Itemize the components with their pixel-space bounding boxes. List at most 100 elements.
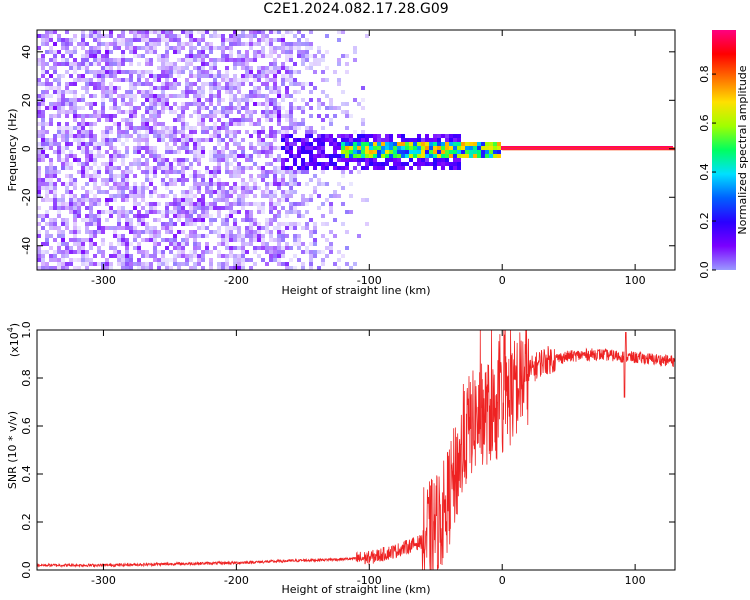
heatmap-cell <box>277 178 281 182</box>
heatmap-cell <box>93 218 97 222</box>
heatmap-cell <box>157 134 161 138</box>
heatmap-cell <box>49 142 53 146</box>
heatmap-cell <box>93 174 97 178</box>
heatmap-cell <box>257 150 261 154</box>
heatmap-cell <box>41 186 45 190</box>
heatmap-cell <box>161 122 165 126</box>
heatmap-cell <box>333 162 337 166</box>
heatmap-cell <box>201 70 205 74</box>
heatmap-cell <box>345 158 349 162</box>
heatmap-cell <box>41 262 45 266</box>
heatmap-cell <box>133 198 137 202</box>
heatmap-cell <box>361 118 365 122</box>
heatmap-cell <box>165 34 169 38</box>
heatmap-cell <box>265 182 269 186</box>
heatmap-cell <box>61 242 65 246</box>
heatmap-cell <box>213 190 217 194</box>
heatmap-cell <box>149 262 153 266</box>
heatmap-cell <box>229 238 233 242</box>
heatmap-cell <box>197 254 201 258</box>
heatmap-cell <box>137 78 141 82</box>
heatmap-cell <box>81 46 85 50</box>
heatmap-cell <box>321 118 325 122</box>
heatmap-cell <box>193 210 197 214</box>
heatmap-cell <box>249 174 253 178</box>
heatmap-cell <box>121 102 125 106</box>
heatmap-cell <box>421 138 425 142</box>
heatmap-cell <box>293 266 297 270</box>
heatmap-cell <box>321 142 325 146</box>
heatmap-cell <box>233 246 237 250</box>
heatmap-cell <box>97 170 101 174</box>
heatmap-cell <box>153 154 157 158</box>
heatmap-cell <box>317 182 321 186</box>
heatmap-cell <box>69 102 73 106</box>
heatmap-cell <box>205 70 209 74</box>
heatmap-cell <box>113 86 117 90</box>
heatmap-cell <box>181 58 185 62</box>
heatmap-cell <box>125 146 129 150</box>
heatmap-cell <box>85 266 89 270</box>
heatmap-cell <box>109 82 113 86</box>
heatmap-cell <box>245 50 249 54</box>
heatmap-cell <box>281 50 285 54</box>
heatmap-cell <box>249 178 253 182</box>
heatmap-cell <box>225 142 229 146</box>
heatmap-cell <box>209 34 213 38</box>
heatmap-cell <box>161 158 165 162</box>
heatmap-cell <box>101 130 105 134</box>
heatmap-cell <box>201 258 205 262</box>
heatmap-cell <box>189 166 193 170</box>
heatmap-cell <box>113 234 117 238</box>
heatmap-cell <box>189 198 193 202</box>
heatmap-cell <box>37 122 41 126</box>
heatmap-cell <box>109 242 113 246</box>
heatmap-cell <box>45 238 49 242</box>
heatmap-cell <box>197 162 201 166</box>
heatmap-cell <box>201 66 205 70</box>
heatmap-cell <box>257 174 261 178</box>
heatmap-cell <box>189 210 193 214</box>
heatmap-cell <box>109 58 113 62</box>
heatmap-cell <box>141 154 145 158</box>
heatmap-cell <box>245 62 249 66</box>
heatmap-cell <box>153 110 157 114</box>
heatmap-cell <box>445 146 449 150</box>
heatmap-cell <box>297 182 301 186</box>
heatmap-cell <box>217 226 221 230</box>
heatmap-cell <box>289 210 293 214</box>
snr-frame <box>36 329 676 571</box>
heatmap-cell <box>329 106 333 110</box>
heatmap-cell <box>209 74 213 78</box>
heatmap-cell <box>337 38 341 42</box>
heatmap-cell <box>85 170 89 174</box>
heatmap-cell <box>305 150 309 154</box>
heatmap-cell <box>153 106 157 110</box>
heatmap-cell <box>477 154 481 158</box>
heatmap-cell <box>105 138 109 142</box>
heatmap-cell <box>261 242 265 246</box>
heatmap-cell <box>85 154 89 158</box>
heatmap-cell <box>297 242 301 246</box>
heatmap-cell <box>149 238 153 242</box>
heatmap-cell <box>97 198 101 202</box>
heatmap-cell <box>77 170 81 174</box>
heatmap-cell <box>225 218 229 222</box>
heatmap-cell <box>273 182 277 186</box>
heatmap-cell <box>117 38 121 42</box>
heatmap-cell <box>285 234 289 238</box>
heatmap-cell <box>105 70 109 74</box>
heatmap-cell <box>245 202 249 206</box>
heatmap-cell <box>229 170 233 174</box>
heatmap-cell <box>109 262 113 266</box>
heatmap-cell <box>85 130 89 134</box>
heatmap-cell <box>345 142 349 146</box>
heatmap-cell <box>165 134 169 138</box>
heatmap-cell <box>309 114 313 118</box>
heatmap-cell <box>165 106 169 110</box>
heatmap-cell <box>277 158 281 162</box>
heatmap-cell <box>329 122 333 126</box>
heatmap-cell <box>133 110 137 114</box>
heatmap-cell <box>189 86 193 90</box>
heatmap-cell <box>121 174 125 178</box>
